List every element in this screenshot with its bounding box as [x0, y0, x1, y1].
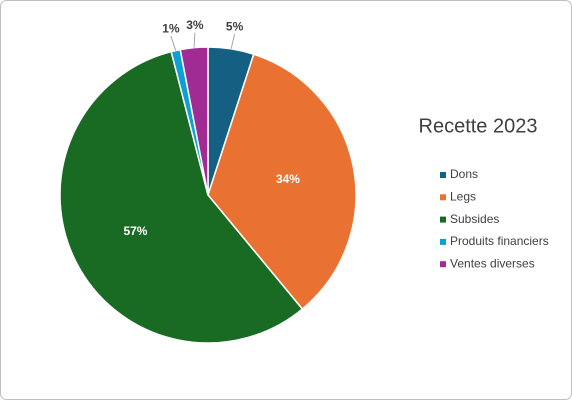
pie-slice [59, 50, 304, 344]
legend-swatch [440, 238, 446, 245]
leader-line [230, 33, 236, 49]
data-label: 34% [276, 172, 300, 186]
data-label: 3% [186, 18, 204, 32]
legend-label: Produits financiers [450, 234, 549, 248]
legend-label: Dons [450, 167, 478, 181]
legend-label: Ventes diverses [450, 256, 535, 270]
pie-slice [179, 46, 209, 196]
legend-swatch [440, 216, 446, 223]
leader-line [170, 35, 177, 51]
leader-line [193, 32, 196, 48]
data-label: 57% [123, 224, 147, 238]
chart-title: Recette 2023 [419, 115, 538, 137]
legend-label: Legs [450, 189, 476, 203]
legend-label: Subsides [450, 212, 499, 226]
pie-slice [207, 53, 357, 311]
legend-swatch [440, 194, 446, 201]
legend-swatch [440, 172, 446, 178]
data-label: 5% [226, 19, 244, 33]
legend-swatch [440, 261, 446, 268]
data-label: 1% [162, 21, 180, 35]
